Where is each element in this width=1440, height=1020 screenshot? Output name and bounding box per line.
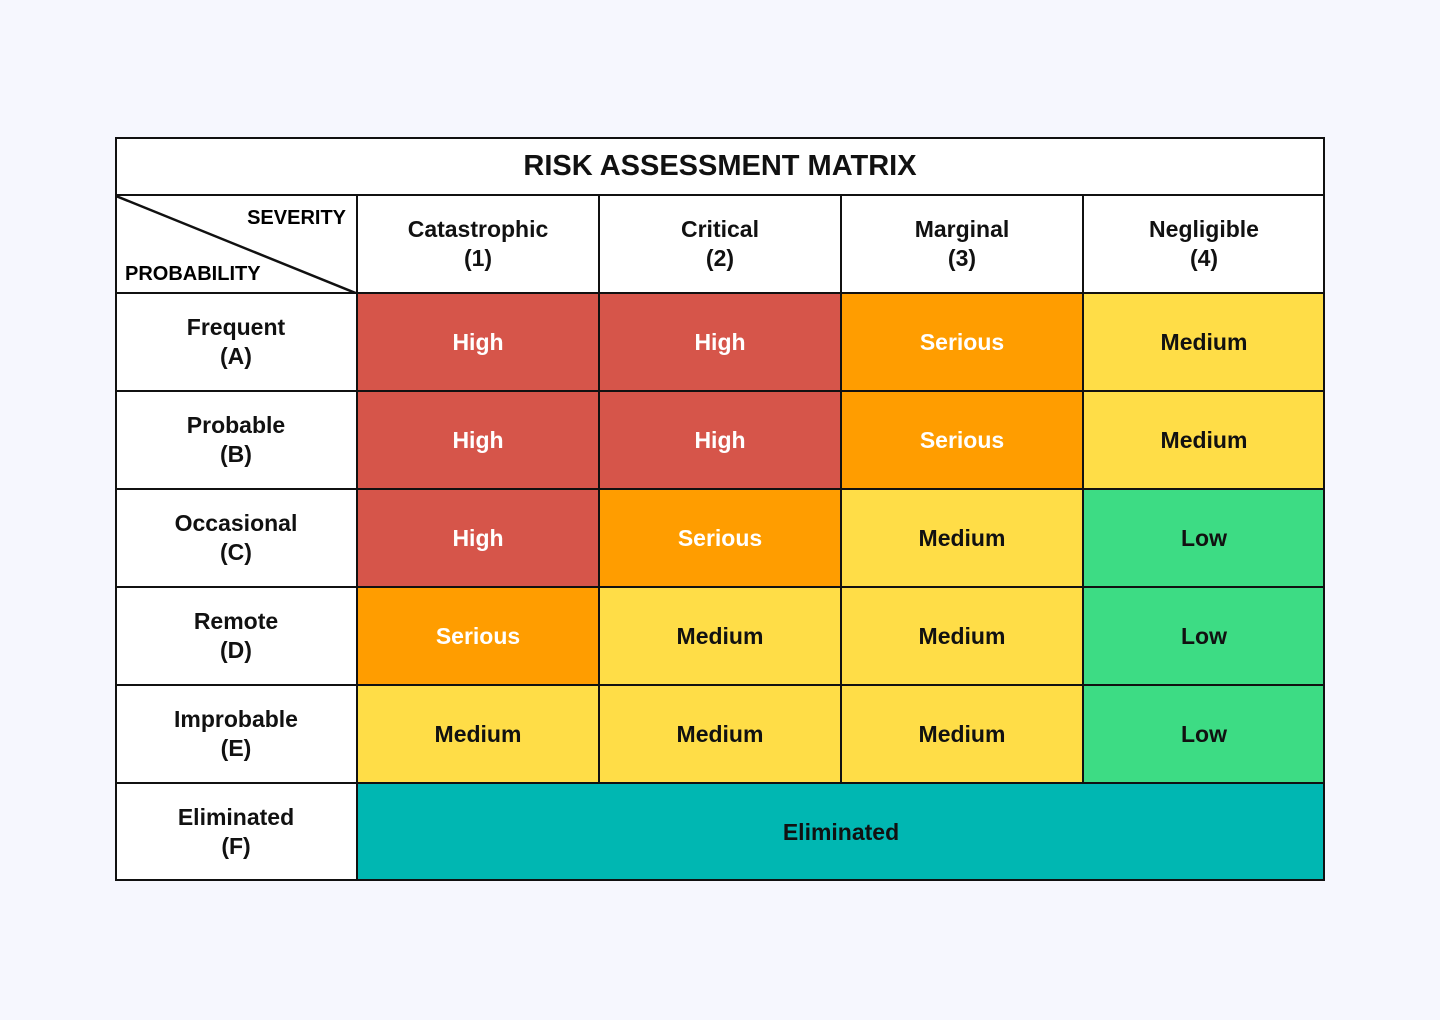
label-name: Critical [681,216,759,242]
label-code: (4) [1189,245,1219,271]
label-code: (1) [463,245,493,271]
risk-cell: Serious [841,391,1083,489]
risk-cell: Medium [841,685,1083,783]
label-name: Catastrophic [407,216,549,242]
label-code: (F) [221,833,251,859]
risk-cell: High [357,391,599,489]
probability-header: Occasional (C) [115,489,357,587]
risk-matrix: RISK ASSESSMENT MATRIX SEVERITY PROBABIL… [115,137,1325,881]
probability-header: Frequent (A) [115,293,357,391]
label-name: Negligible [1149,216,1259,242]
eliminated-cell: Eliminated [357,783,1325,881]
label-code: (E) [220,735,252,761]
probability-header: Remote (D) [115,587,357,685]
matrix-title: RISK ASSESSMENT MATRIX [115,137,1325,195]
risk-cell: Medium [599,587,841,685]
risk-cell: High [599,293,841,391]
label-code: (3) [947,245,977,271]
label-name: Improbable [174,706,298,732]
risk-cell: Serious [599,489,841,587]
risk-cell: High [357,293,599,391]
label-code: (C) [220,539,252,565]
risk-cell: High [357,489,599,587]
probability-header: Improbable (E) [115,685,357,783]
risk-cell: Serious [841,293,1083,391]
risk-cell: Medium [1083,391,1325,489]
severity-header: Catastrophic (1) [357,195,599,293]
risk-cell: Medium [599,685,841,783]
label-name: Frequent [186,314,286,340]
label-code: (A) [220,343,252,369]
label-name: Marginal [914,216,1010,242]
severity-header: Critical (2) [599,195,841,293]
severity-header: Marginal (3) [841,195,1083,293]
label-name: Eliminated [177,804,295,830]
diagonal-divider [116,196,358,294]
severity-label: SEVERITY [247,207,346,229]
severity-header: Negligible (4) [1083,195,1325,293]
label-name: Occasional [174,510,298,536]
corner-header: SEVERITY PROBABILITY [115,195,358,294]
label-code: (B) [220,441,252,467]
label-code: (D) [220,637,252,663]
risk-cell: Low [1083,685,1325,783]
label-code: (2) [705,245,735,271]
probability-header: Probable (B) [115,391,357,489]
risk-cell: Low [1083,489,1325,587]
probability-label: PROBABILITY [125,263,261,285]
label-name: Remote [193,608,279,634]
risk-cell: Serious [357,587,599,685]
risk-cell: Medium [841,587,1083,685]
risk-cell: Low [1083,587,1325,685]
probability-header: Eliminated (F) [115,783,357,881]
risk-cell: High [599,391,841,489]
risk-cell: Medium [357,685,599,783]
risk-cell: Medium [1083,293,1325,391]
risk-cell: Medium [841,489,1083,587]
label-name: Probable [186,412,286,438]
